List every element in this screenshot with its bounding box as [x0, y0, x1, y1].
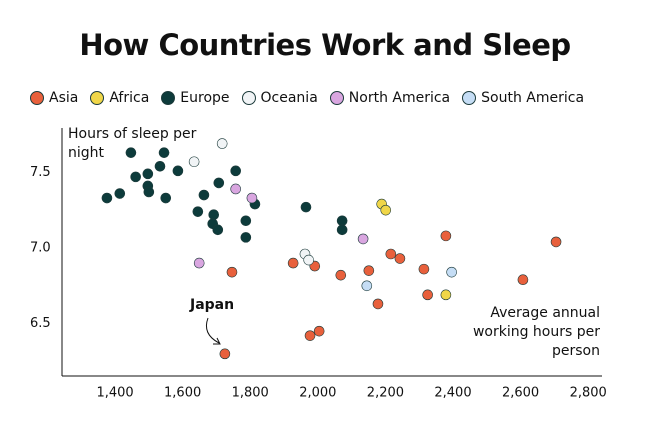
point: [142, 168, 154, 180]
legend-label: Asia: [49, 90, 79, 106]
legend-swatch: [161, 91, 176, 105]
x-tick-label: 1,800: [232, 386, 269, 401]
legend-label: Africa: [109, 90, 150, 106]
point: [385, 248, 397, 260]
point: [143, 186, 155, 198]
point: [336, 215, 348, 227]
x-tick-label: 2,800: [570, 386, 607, 401]
x-tick-label: 2,600: [502, 386, 539, 401]
point: [418, 263, 430, 275]
legend-swatch: [90, 91, 105, 105]
legend-item: Europe: [161, 90, 230, 106]
point: [335, 269, 347, 281]
x-tick-label: 1,400: [96, 386, 133, 401]
annotation-arrow: [205, 317, 220, 344]
y-tick-label: 7.5: [30, 165, 51, 180]
legend-swatch: [241, 91, 256, 105]
legend-swatch: [462, 91, 477, 105]
chart-title: How Countries Work and Sleep: [79, 28, 571, 62]
x-tick-label: 2,200: [367, 386, 404, 401]
point: [158, 147, 170, 158]
point: [154, 160, 166, 172]
point: [130, 171, 141, 183]
y-tick-label: 6.5: [30, 316, 51, 331]
point: [216, 138, 228, 149]
y-axis-label: Hours of sleep per night: [68, 126, 197, 161]
point: [357, 233, 369, 245]
legend-item: South America: [462, 90, 584, 106]
point: [213, 177, 225, 189]
annotation-arrowhead: [213, 337, 221, 345]
point: [212, 224, 224, 236]
point: [361, 280, 373, 292]
point: [226, 266, 238, 278]
point: [440, 230, 452, 242]
point: [336, 224, 348, 236]
point: [101, 192, 113, 204]
point: [114, 188, 126, 199]
legend-item: Africa: [90, 90, 149, 106]
point: [230, 165, 242, 177]
legend: Asia Africa Europe Oceania North America Sout…: [30, 90, 584, 106]
legend-swatch: [30, 91, 44, 105]
point: [287, 257, 299, 269]
legend-item: Oceania: [241, 90, 318, 106]
x-tick-label: 2,400: [434, 386, 471, 401]
point: [125, 147, 137, 158]
point: [380, 204, 392, 216]
x-axis-label: Average annual working hours per person: [472, 305, 600, 359]
point: [550, 236, 562, 248]
point: [363, 265, 375, 276]
point: [422, 289, 433, 301]
point: [160, 192, 172, 204]
x-tick-label: 2,000: [299, 386, 336, 401]
point: [440, 289, 452, 301]
point: [219, 348, 231, 360]
point: [372, 298, 384, 310]
point: [446, 266, 457, 278]
legend-item: North America: [329, 90, 451, 106]
point: [394, 253, 406, 264]
legend-label: South America: [481, 90, 585, 106]
x-tick-label: 1,600: [164, 386, 201, 401]
point: [300, 201, 312, 213]
legend-label: Europe: [180, 90, 230, 106]
point: [240, 215, 252, 227]
point: [517, 274, 529, 286]
point: [303, 254, 314, 266]
point: [240, 232, 252, 243]
point: [313, 325, 325, 337]
legend-label: Oceania: [260, 90, 318, 106]
legend-swatch: [329, 91, 344, 105]
y-tick-label: 7.0: [30, 240, 51, 255]
point: [230, 183, 242, 195]
point: [304, 330, 316, 341]
legend-item: Asia: [30, 90, 78, 106]
point: [208, 209, 220, 220]
point: [193, 257, 205, 269]
point: [192, 206, 204, 217]
annotation: Japan: [190, 297, 235, 313]
point: [172, 165, 184, 177]
point: [188, 156, 200, 168]
point: [246, 192, 258, 204]
legend-label: North America: [348, 90, 451, 106]
point: [198, 189, 210, 201]
